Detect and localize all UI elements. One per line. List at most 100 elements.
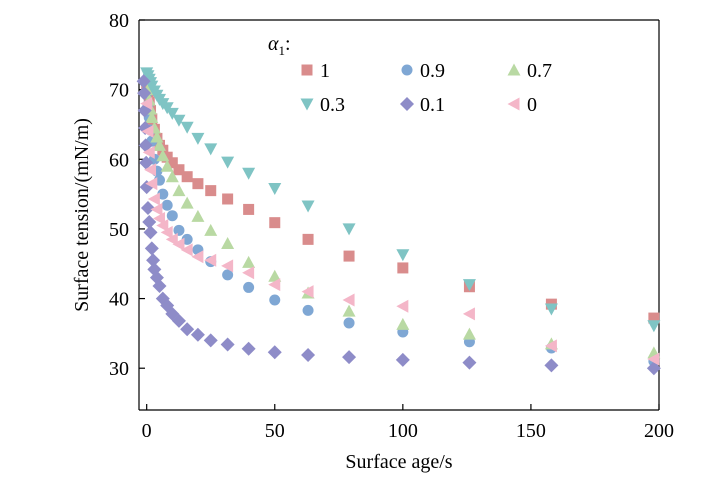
data-point <box>269 294 281 306</box>
data-point <box>462 307 475 321</box>
legend-marker <box>300 98 314 111</box>
data-point <box>222 193 234 205</box>
data-point <box>462 355 477 370</box>
data-point <box>165 107 179 120</box>
data-point <box>242 266 255 280</box>
data-point <box>648 312 660 324</box>
series-5 <box>140 97 660 366</box>
data-point <box>343 250 355 262</box>
data-point <box>180 196 194 209</box>
legend-label: 1 <box>320 60 330 82</box>
data-point <box>152 279 167 294</box>
data-point <box>646 361 661 376</box>
y-tick-label: 50 <box>109 219 129 241</box>
data-point <box>544 303 558 316</box>
data-point <box>544 358 559 373</box>
data-point <box>173 164 185 176</box>
data-point <box>150 202 163 216</box>
data-point <box>172 237 185 251</box>
y-axis-title: Surface tension/(mN/m) <box>71 118 93 312</box>
data-point <box>647 320 661 333</box>
data-point <box>141 124 154 138</box>
legend-marker <box>401 64 413 76</box>
data-point <box>343 317 355 329</box>
data-point <box>161 199 173 211</box>
data-point <box>142 145 155 159</box>
data-point <box>301 285 314 299</box>
data-point <box>243 203 255 215</box>
data-point <box>152 211 165 225</box>
data-point <box>267 345 282 360</box>
data-point <box>180 121 194 134</box>
x-tick-label: 200 <box>644 420 674 442</box>
data-point <box>268 278 281 292</box>
data-point <box>172 114 186 127</box>
legend-label: 0.3 <box>320 94 345 116</box>
data-point <box>171 313 186 328</box>
legend-marker <box>507 63 521 76</box>
data-point <box>144 163 157 177</box>
data-point <box>462 327 476 340</box>
data-point <box>544 339 557 353</box>
legend-marker <box>507 97 520 111</box>
data-point <box>268 269 282 282</box>
legend-title: α1: <box>268 33 291 58</box>
data-point <box>144 241 159 256</box>
data-point <box>172 184 186 197</box>
data-point <box>191 209 205 222</box>
data-point <box>221 259 234 273</box>
data-point <box>147 192 160 206</box>
data-point <box>301 347 316 362</box>
x-tick-label: 0 <box>142 420 152 442</box>
data-point <box>145 111 159 123</box>
legend-label: 0 <box>527 94 537 116</box>
axes <box>138 19 660 411</box>
data-point <box>165 232 178 246</box>
data-point <box>166 210 178 222</box>
series-2 <box>140 72 661 359</box>
y-tick-label: 70 <box>109 80 129 102</box>
data-point <box>150 130 164 143</box>
data-point <box>190 327 205 342</box>
x-axis-title: Surface age/s <box>345 451 452 473</box>
data-point <box>396 249 410 262</box>
legend-label: 0.7 <box>527 60 552 82</box>
y-tick-label: 60 <box>109 149 129 171</box>
data-point <box>145 177 158 191</box>
data-point <box>220 337 235 352</box>
data-point <box>157 188 169 200</box>
x-tick-label: 150 <box>516 420 546 442</box>
data-point <box>241 341 256 356</box>
data-point <box>203 333 218 348</box>
series-0 <box>141 78 660 324</box>
data-point <box>140 97 153 111</box>
data-point <box>342 293 355 307</box>
data-point <box>204 143 218 156</box>
data-point <box>156 149 170 162</box>
data-point <box>221 237 235 250</box>
data-point <box>191 132 205 145</box>
data-point <box>462 279 476 292</box>
data-point <box>302 233 314 245</box>
data-point <box>242 167 256 180</box>
data-point <box>165 170 179 183</box>
y-tick-label: 80 <box>109 10 129 32</box>
x-tick-label: 100 <box>388 420 418 442</box>
data-point <box>268 183 282 196</box>
legend-label: 0.9 <box>420 60 445 82</box>
data-point <box>395 352 410 367</box>
series-layer <box>136 67 661 376</box>
data-point <box>342 304 356 317</box>
legend: α1: 1 0.9 0.70.3 0.1 0 <box>268 33 552 116</box>
legend-title-suffix: : <box>285 33 291 55</box>
data-point <box>152 138 166 151</box>
data-point <box>204 223 218 236</box>
data-point <box>396 299 409 313</box>
data-point <box>140 201 155 216</box>
legend-marker <box>301 64 313 76</box>
y-tick-label: 30 <box>109 358 129 380</box>
data-point <box>166 157 178 169</box>
data-point <box>160 159 174 172</box>
y-ticks: 30 40 50 60 70 80 <box>109 10 145 380</box>
